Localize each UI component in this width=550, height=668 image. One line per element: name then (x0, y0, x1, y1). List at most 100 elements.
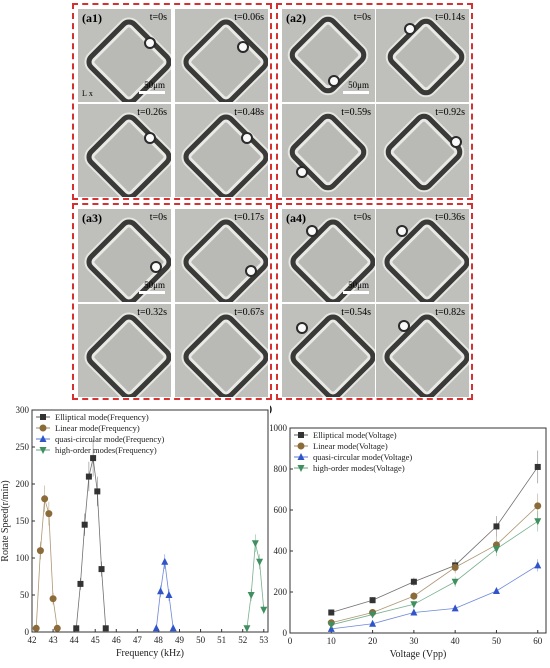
data-point (98, 566, 105, 573)
axis-y-label: L (82, 89, 87, 98)
legend-marker (39, 424, 47, 432)
panel-a1: (a1) t=0s 50μm L x t=0.06s t=0.26s t=0.4… (72, 3, 272, 200)
microstructure (383, 14, 469, 100)
data-point (161, 557, 169, 565)
time-label: t=0s (353, 12, 371, 23)
panel-label: (a1) (82, 11, 102, 25)
time-label: t=0.59s (341, 107, 371, 118)
data-point (81, 521, 88, 528)
y-tick-label: 50 (20, 590, 30, 600)
y-tick-label: 150 (16, 516, 30, 526)
y-axis-label: Rotate Speed(r/min) (0, 480, 11, 561)
y-tick-label: 250 (16, 442, 30, 452)
time-label: t=0.26s (137, 107, 167, 118)
frame-a2-4: t=0.92s (376, 104, 469, 197)
particle (296, 166, 308, 178)
data-point (243, 625, 251, 633)
data-point (32, 624, 40, 632)
time-label: t=0.32s (137, 307, 167, 318)
data-point (53, 624, 61, 632)
panel-label: (a4) (286, 211, 306, 225)
legend-marker (297, 453, 305, 460)
time-label: t=0.54s (341, 307, 371, 318)
time-label: t=0s (149, 212, 167, 223)
time-label: t=0s (353, 212, 371, 223)
microstructure (82, 110, 171, 197)
legend-marker (39, 435, 47, 442)
data-point (369, 611, 377, 619)
data-point (451, 563, 459, 571)
legend-label: high-order modes(Voltage) (313, 463, 405, 473)
y-tick-label: 200 (16, 479, 30, 489)
frame-a3-2: t=0.17s (175, 209, 268, 302)
legend-label: Linear mode(Voltage) (313, 441, 388, 451)
legend-marker (40, 414, 46, 420)
microstructure (380, 310, 469, 397)
data-point (410, 592, 418, 600)
microstructure (179, 310, 268, 397)
particle (245, 265, 257, 277)
x-tick-label: 20 (368, 636, 378, 646)
x-axis-label: Frequency (kHz) (116, 648, 184, 659)
data-point (41, 495, 49, 503)
y-tick-label: 400 (274, 546, 288, 556)
axis-indicator: L x (82, 90, 93, 98)
x-tick-label: 43 (49, 635, 59, 645)
data-point (45, 510, 53, 518)
data-point (94, 488, 101, 495)
frequency-chart: 42 43 44 45 46 47 48 49 50 51 52 53 0 50 100 150 200 250 3… (0, 405, 269, 659)
y-tick-label: 0 (283, 628, 288, 638)
time-label: t=0.82s (435, 307, 465, 318)
x-tick-label: 52 (238, 635, 247, 645)
legend-label: Elliptical mode(Voltage) (313, 430, 397, 440)
data-point (90, 455, 97, 462)
data-point (73, 625, 80, 632)
data-point (451, 578, 459, 586)
legend-label: quasi-circular mode(Voltage) (313, 452, 412, 462)
data-point (256, 558, 264, 566)
particle (144, 132, 156, 144)
legend-label: Elliptical mode(Frequency) (55, 412, 149, 422)
particle (328, 75, 340, 87)
x-tick-label: 0 (288, 636, 293, 646)
data-point (157, 587, 165, 595)
data-point (492, 545, 500, 553)
frame-a4-3: t=0.54s (282, 304, 375, 397)
data-point (169, 624, 177, 632)
time-label: t=0.67s (234, 307, 264, 318)
x-axis-label: Voltage (Vpp) (390, 649, 447, 660)
frame-a1-4: t=0.48s (175, 104, 268, 197)
microstructure (285, 109, 371, 195)
frame-a2-3: t=0.59s (282, 104, 375, 197)
data-point (369, 619, 377, 627)
particle (150, 261, 162, 273)
particle (396, 225, 408, 237)
time-label: t=0.06s (234, 12, 264, 23)
data-point (534, 518, 542, 526)
microstructure (380, 215, 469, 302)
data-point (410, 608, 418, 616)
x-tick-label: 53 (259, 635, 269, 645)
panel-a2: (a2) t=0s 50μm t=0.14s t=0.59s t=0.92s (276, 3, 473, 200)
particle (306, 225, 318, 237)
particle (296, 322, 308, 334)
panel-label: (a2) (286, 11, 306, 25)
frame-a2-1: (a2) t=0s 50μm (282, 9, 375, 102)
legend-marker (297, 442, 305, 450)
series-line (35, 498, 58, 629)
panel-a4: (a4) t=0s 50μm t=0.36s t=0.54s t=0.82s (276, 203, 473, 400)
time-label: t=0s (149, 12, 167, 23)
particle (237, 41, 249, 53)
scale-bar (343, 291, 369, 294)
time-label: t=0.17s (234, 212, 264, 223)
microstructure (381, 109, 467, 195)
x-tick-label: 42 (28, 635, 37, 645)
data-point (247, 592, 255, 599)
series-line (331, 505, 539, 624)
x-tick-label: 50 (196, 635, 206, 645)
data-point (251, 540, 259, 548)
x-tick-label: 10 (327, 636, 337, 646)
frame-a4-4: t=0.82s (376, 304, 469, 397)
legend-label: quasi-circular mode(Frequency) (55, 434, 164, 444)
y-tick-label: 100 (16, 553, 30, 563)
